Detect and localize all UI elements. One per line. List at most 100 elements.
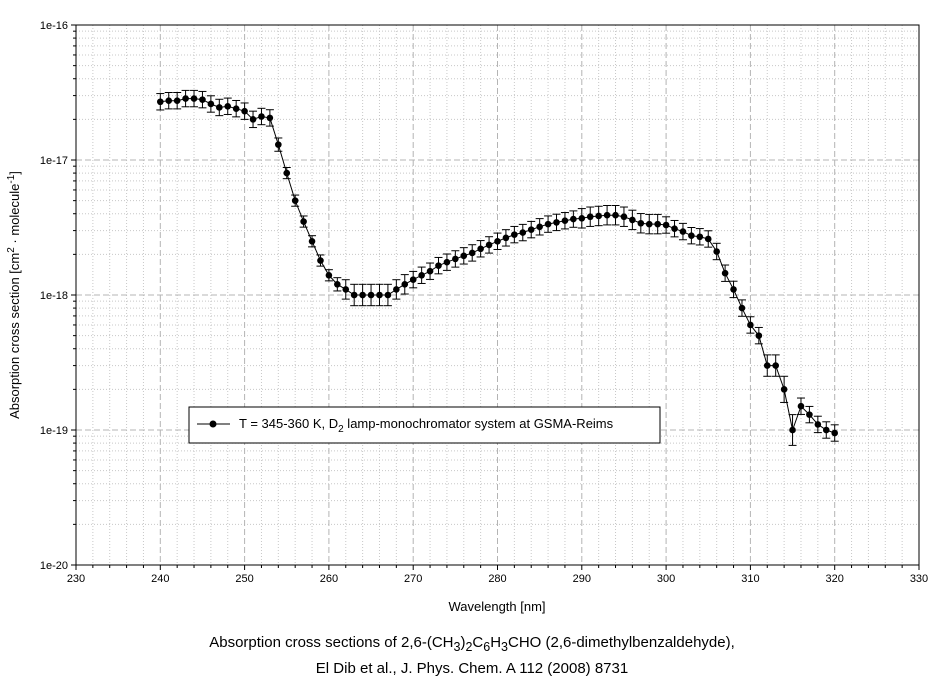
data-point: [822, 421, 831, 439]
data-point: [518, 223, 527, 242]
data-point: [653, 213, 662, 235]
data-point: [712, 242, 721, 261]
data-point: [291, 194, 300, 207]
data-marker: [317, 257, 324, 264]
data-marker: [696, 233, 704, 241]
data-marker: [527, 226, 535, 233]
data-point: [316, 254, 325, 267]
data-point: [527, 220, 536, 239]
data-point: [232, 99, 241, 118]
x-tick-label: 240: [151, 573, 169, 585]
data-marker: [511, 231, 518, 238]
data-marker: [645, 220, 653, 228]
data-marker: [603, 211, 611, 219]
data-point: [333, 277, 342, 292]
data-point: [299, 215, 308, 228]
data-point: [662, 216, 671, 234]
data-point: [569, 210, 578, 228]
data-marker: [275, 141, 282, 148]
data-marker: [620, 213, 628, 221]
data-marker: [814, 421, 822, 428]
data-marker: [409, 276, 417, 283]
data-marker: [376, 291, 383, 299]
data-point: [434, 256, 443, 275]
data-marker: [367, 291, 375, 299]
data-marker: [772, 362, 779, 369]
y-tick-label: 1e-18: [40, 290, 68, 302]
data-marker: [637, 219, 645, 227]
x-tick-label: 290: [573, 573, 591, 585]
data-marker: [536, 223, 543, 231]
data-marker: [224, 102, 232, 110]
data-point: [628, 209, 637, 231]
caption-line-1: Absorption cross sections of 2,6-(CH3)2C…: [209, 634, 735, 654]
data-marker: [553, 219, 560, 226]
data-marker: [426, 267, 434, 275]
data-point: [476, 240, 485, 258]
data-point: [645, 213, 654, 235]
data-point: [358, 283, 367, 307]
data-marker: [249, 116, 257, 123]
data-point: [223, 97, 232, 115]
data-point: [400, 274, 409, 295]
data-point: [510, 225, 519, 244]
data-marker: [780, 386, 788, 393]
x-tick-label: 320: [826, 573, 844, 585]
data-point: [552, 213, 561, 232]
data-point: [173, 91, 182, 110]
data-marker: [443, 258, 451, 266]
data-point: [813, 415, 822, 434]
data-point: [493, 232, 502, 250]
axis-ticks: 230 240 250 260 270 280 290 300 310 320 330 1e-20 1e…: [40, 20, 928, 585]
data-marker: [435, 262, 442, 269]
chart: 230 240 250 260 270 280 290 300 310 320 330 1e-20 1e…: [6, 20, 928, 614]
data-marker: [612, 211, 619, 219]
data-marker: [283, 169, 291, 177]
data-series: [156, 89, 839, 446]
data-marker: [806, 411, 813, 418]
data-marker: [291, 197, 299, 204]
data-marker: [182, 95, 189, 102]
data-marker: [831, 429, 838, 437]
data-marker: [308, 237, 316, 245]
data-point: [805, 405, 814, 424]
legend: T = 345-360 K, D2 lamp-monochromator sys…: [188, 406, 661, 444]
data-point: [215, 98, 224, 117]
data-marker: [460, 252, 468, 260]
data-point: [392, 279, 401, 300]
figure-caption: Absorption cross sections of 2,6-(CH3)2C…: [0, 632, 944, 680]
data-marker: [384, 291, 392, 299]
data-marker: [502, 234, 510, 242]
data-marker: [477, 245, 484, 253]
x-tick-label: 260: [320, 573, 338, 585]
y-axis-label: Absorption cross section [cm2 · molecule…: [6, 171, 22, 419]
data-point: [594, 205, 603, 227]
data-point: [603, 205, 612, 226]
data-marker: [165, 97, 173, 104]
data-point: [737, 299, 746, 317]
data-point: [678, 222, 687, 241]
data-point: [485, 236, 494, 254]
data-point: [206, 95, 215, 113]
data-point: [375, 283, 384, 307]
caption-line-2: El Dib et al., J. Phys. Chem. A 112 (200…: [315, 660, 629, 677]
data-marker: [730, 286, 737, 293]
data-point: [577, 208, 586, 229]
data-point: [746, 316, 755, 334]
data-point: [729, 280, 738, 299]
legend-box: [188, 406, 661, 444]
data-point: [544, 215, 553, 233]
x-axis-label: Wavelength [nm]: [448, 599, 545, 614]
data-marker: [519, 229, 527, 236]
data-point: [763, 354, 772, 377]
data-point: [341, 279, 350, 300]
data-point: [560, 212, 569, 230]
data-point: [240, 102, 249, 120]
data-marker: [679, 228, 687, 235]
data-point: [198, 90, 207, 109]
data-marker: [173, 97, 181, 104]
x-tick-label: 310: [741, 573, 759, 585]
data-point: [636, 213, 645, 234]
data-point: [282, 166, 291, 180]
data-point: [619, 206, 628, 227]
